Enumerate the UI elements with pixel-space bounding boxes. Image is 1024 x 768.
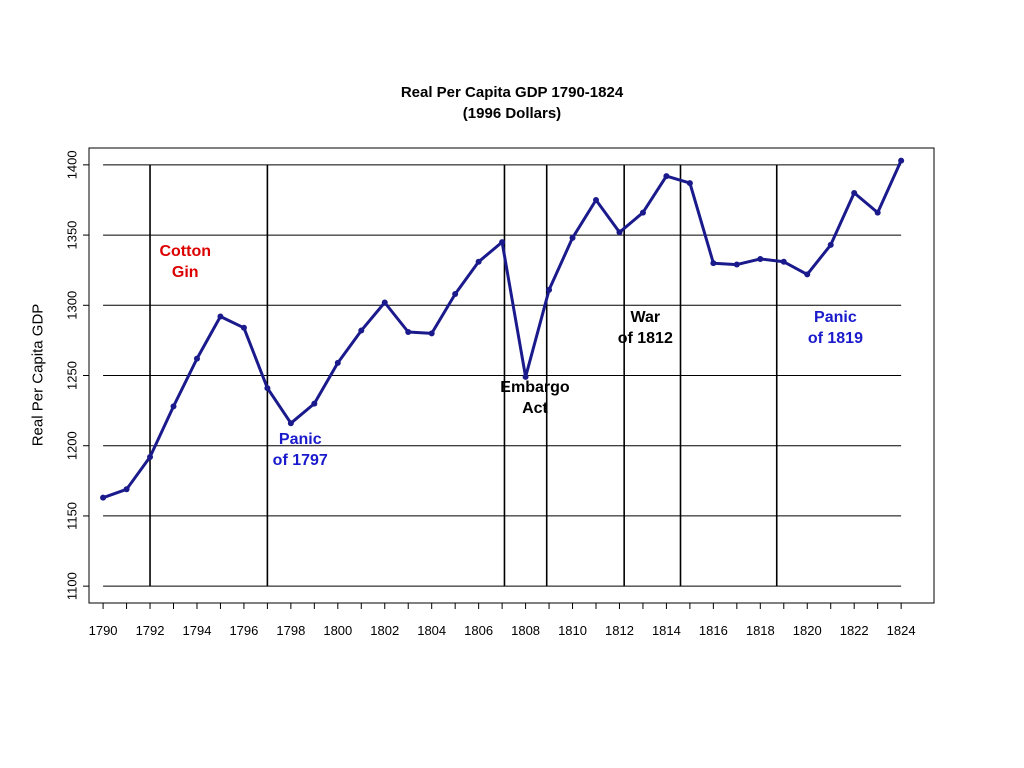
data-point — [710, 260, 717, 267]
data-point — [522, 373, 529, 380]
data-point — [311, 400, 318, 407]
data-point — [170, 403, 177, 410]
data-point — [639, 209, 646, 216]
x-tick-label: 1798 — [276, 623, 305, 638]
x-tick-label: 1822 — [840, 623, 869, 638]
data-point — [193, 355, 200, 362]
annotation: Panic of 1797 — [273, 429, 328, 471]
data-point — [663, 173, 670, 180]
data-point — [569, 234, 576, 241]
annotation: Cotton Gin — [159, 241, 211, 283]
x-tick-label: 1800 — [323, 623, 352, 638]
x-tick-label: 1802 — [370, 623, 399, 638]
data-point — [898, 157, 905, 164]
x-tick-label: 1824 — [887, 623, 916, 638]
y-tick-label: 1100 — [64, 572, 79, 600]
x-tick-label: 1820 — [793, 623, 822, 638]
data-point — [123, 486, 130, 493]
series-line — [102, 159, 903, 500]
chart-subtitle: (1996 Dollars) — [462, 105, 562, 122]
data-point — [475, 258, 482, 265]
data-point — [147, 453, 154, 460]
x-tick-label: 1818 — [746, 623, 775, 638]
annotation-line: Panic — [814, 308, 857, 326]
y-tick-label: 1150 — [64, 502, 79, 530]
annotation-line: War — [630, 308, 661, 326]
chart-title: Real Per Capita GDP 1790-1824 — [400, 84, 624, 101]
y-tick-label: 1400 — [64, 150, 79, 179]
data-point — [851, 189, 858, 196]
y-tick-label: 1250 — [64, 361, 79, 390]
data-point — [287, 420, 294, 427]
data-point — [334, 359, 341, 366]
data-point — [757, 255, 764, 262]
x-tick-label: 1816 — [699, 623, 728, 638]
data-point — [428, 330, 435, 337]
data-point — [405, 328, 412, 335]
data-point — [733, 261, 740, 268]
annotation-line: of 1797 — [272, 451, 328, 469]
y-tick-label: 1300 — [64, 291, 79, 320]
annotation-line: Cotton — [159, 242, 211, 260]
annotation-line: Panic — [278, 430, 322, 448]
x-tick-label: 1810 — [558, 623, 587, 638]
x-tick-label: 1796 — [229, 623, 258, 638]
data-point — [217, 313, 224, 320]
data-point — [827, 241, 834, 248]
annotation-line: of 1819 — [807, 329, 863, 347]
x-tick-label: 1804 — [417, 623, 446, 638]
annotation-line: Act — [522, 399, 548, 417]
x-tick-label: 1814 — [652, 623, 681, 638]
annotation: Panic of 1819 — [808, 307, 863, 349]
data-point — [616, 229, 623, 236]
x-tick-label: 1794 — [183, 623, 212, 638]
x-tick-label: 1808 — [511, 623, 540, 638]
data-point — [780, 258, 787, 265]
x-tick-label: 1790 — [89, 623, 118, 638]
x-tick-label: 1792 — [136, 623, 165, 638]
data-point — [546, 286, 553, 293]
data-point — [686, 180, 693, 187]
data-point — [452, 291, 459, 298]
y-tick-label: 1350 — [64, 221, 79, 250]
annotation-line: of 1812 — [617, 329, 673, 347]
y-tick-label: 1200 — [64, 431, 79, 460]
annotation: Embargo Act — [500, 377, 569, 419]
data-point — [240, 324, 247, 331]
data-point — [593, 196, 599, 203]
x-tick-label: 1806 — [464, 623, 493, 638]
data-point — [264, 385, 271, 392]
annotation-line: Gin — [171, 263, 199, 281]
annotation: War of 1812 — [618, 307, 673, 349]
data-point — [100, 494, 107, 501]
x-tick-label: 1812 — [605, 623, 634, 638]
annotation-line: Embargo — [500, 378, 570, 396]
data-point — [358, 327, 365, 334]
data-point — [381, 299, 388, 306]
data-point — [874, 209, 881, 216]
data-point — [804, 271, 811, 278]
data-point — [499, 239, 506, 246]
